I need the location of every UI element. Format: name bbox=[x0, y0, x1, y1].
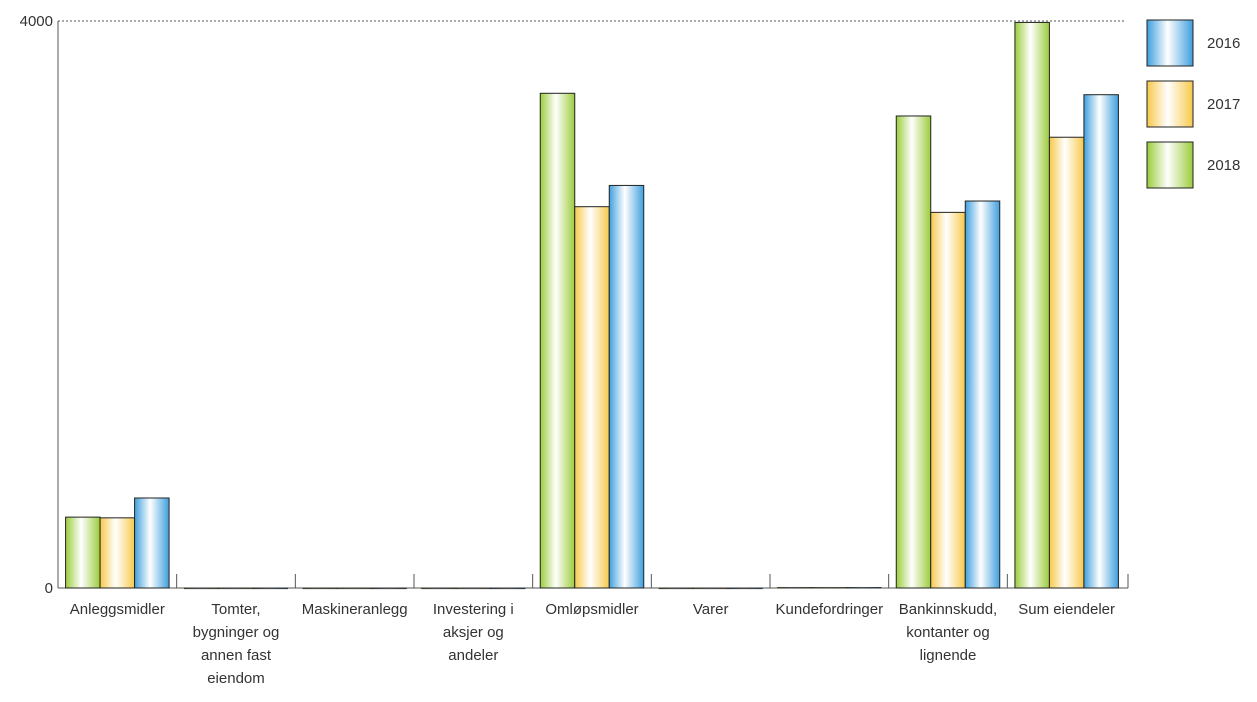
category-label: kontanter og bbox=[906, 624, 989, 641]
bar-2017-9 bbox=[1048, 136, 1085, 589]
bar-2018-5 bbox=[539, 92, 576, 589]
bar-2018-9 bbox=[1014, 21, 1050, 589]
bar-2016-6 bbox=[727, 587, 763, 590]
category-label: Varer bbox=[693, 601, 729, 618]
category-label: annen fast bbox=[201, 647, 272, 664]
category-label: Omløpsmidler bbox=[545, 601, 638, 618]
bar-2017-1 bbox=[99, 517, 136, 589]
bar-2018-2 bbox=[183, 587, 220, 590]
bar-2016-7 bbox=[846, 586, 882, 589]
category-label: lignende bbox=[920, 647, 977, 664]
category-label: Investering i bbox=[433, 601, 514, 618]
legend-label-2018: 2018 bbox=[1207, 157, 1240, 174]
category-label: Maskineranlegg bbox=[302, 601, 408, 618]
legend-swatch-2016 bbox=[1146, 19, 1194, 67]
category-label: bygninger og bbox=[193, 624, 280, 641]
bar-2018-7 bbox=[777, 586, 813, 589]
bar-2016-8 bbox=[964, 200, 1001, 589]
bar-2016-2 bbox=[252, 587, 289, 590]
legend-label-2016: 2016 bbox=[1207, 35, 1240, 52]
bar-2018-1 bbox=[65, 516, 101, 589]
bar-2017-4 bbox=[455, 587, 491, 590]
bar-2016-5 bbox=[608, 184, 645, 589]
category-label: Bankinnskudd, bbox=[899, 601, 997, 618]
bar-2016-1 bbox=[134, 497, 170, 589]
bar-2016-9 bbox=[1083, 94, 1119, 589]
bar-2017-6 bbox=[693, 587, 729, 590]
legend-swatch-2018 bbox=[1146, 141, 1194, 189]
bar-2017-3 bbox=[337, 587, 373, 590]
legend-label-2017: 2017 bbox=[1207, 96, 1240, 113]
bar-2018-4 bbox=[421, 587, 457, 590]
bar-2017-8 bbox=[930, 211, 966, 589]
bar-2016-4 bbox=[490, 587, 526, 590]
category-label: aksjer og bbox=[443, 624, 504, 641]
category-label: Sum eiendeler bbox=[1018, 601, 1115, 618]
category-label: Tomter, bbox=[211, 601, 260, 618]
bar-2017-5 bbox=[574, 206, 610, 589]
category-label: Kundefordringer bbox=[776, 601, 884, 618]
y-tick-label: 4000 bbox=[20, 13, 53, 30]
category-label: eiendom bbox=[207, 670, 265, 687]
bar-2016-3 bbox=[371, 587, 407, 590]
category-label: Anleggsmidler bbox=[70, 601, 165, 618]
legend-swatch-2017 bbox=[1146, 80, 1194, 128]
bar-2018-6 bbox=[658, 587, 694, 590]
y-tick-label: 0 bbox=[45, 580, 53, 597]
category-label: andeler bbox=[448, 647, 498, 664]
bar-2018-8 bbox=[895, 115, 932, 589]
legend: 2016 2017 2018 bbox=[1146, 19, 1240, 189]
category-labels: Anleggsmidler Tomter, bygninger og annen fa… bbox=[70, 601, 1115, 687]
bar-2017-2 bbox=[218, 587, 254, 590]
bars bbox=[65, 21, 1119, 590]
bar-2017-7 bbox=[811, 586, 847, 589]
bar-2018-3 bbox=[302, 587, 338, 590]
